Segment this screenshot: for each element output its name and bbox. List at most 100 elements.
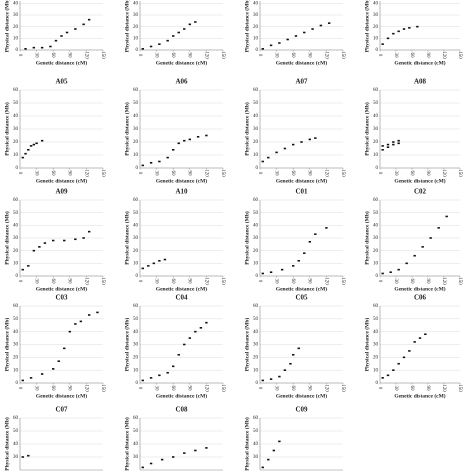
y-tick-label: 60 [13, 416, 19, 421]
x-tick-label: 150 [340, 51, 345, 59]
x-tick-label: 150 [457, 277, 462, 285]
point [188, 138, 191, 141]
y-tick-label: 10 [133, 368, 139, 373]
x-tick-label: 120 [203, 51, 208, 59]
x-tick-label: 90 [67, 386, 72, 392]
y-tick-label: 40 [253, 330, 259, 335]
point [386, 143, 390, 146]
y-tick-label: 0 [256, 48, 259, 53]
point [57, 360, 60, 362]
panel-title: C01 [295, 188, 308, 196]
x-tick-label: 90 [187, 171, 192, 177]
point [397, 139, 400, 142]
point [314, 233, 317, 235]
y-tick-label: 20 [253, 355, 259, 360]
point [194, 330, 197, 333]
x-tick-label: 30 [153, 171, 158, 177]
point [188, 337, 191, 339]
x-tick-label: 0 [137, 172, 142, 175]
x-tick-label: 60 [409, 279, 414, 285]
x-tick-label: 150 [100, 384, 105, 392]
x-tick-label: 0 [377, 280, 382, 283]
y-tick-label: 0 [16, 166, 19, 171]
x-tick-label: 150 [340, 384, 345, 392]
x-tick-label: 150 [220, 384, 225, 392]
point [87, 230, 91, 233]
point [275, 151, 278, 154]
y-tick-label: 30 [133, 127, 139, 132]
x-tick-label: 90 [307, 386, 312, 392]
y-tick-label: 0 [16, 381, 19, 386]
x-tick-label: 150 [100, 277, 105, 285]
panel-title: A09 [55, 188, 68, 196]
point [199, 327, 203, 329]
x-tick-label: 150 [100, 51, 105, 59]
x-tick-label: 0 [377, 54, 382, 57]
x-tick-label: 120 [441, 51, 446, 59]
x-axis-label: Genetic distance (cM) [276, 59, 327, 66]
y-tick-label: 40 [133, 1, 139, 6]
y-axis-label: Physical distance (Mb) [363, 211, 370, 265]
y-tick-label: 20 [373, 140, 379, 145]
x-tick-label: 30 [33, 53, 38, 59]
panel-title: C04 [175, 294, 188, 302]
y-tick-label: 30 [13, 13, 19, 18]
x-axis-label: Genetic distance (cM) [276, 177, 327, 184]
x-tick-label: 90 [307, 171, 312, 177]
point [63, 347, 66, 350]
y-tick-label: 30 [253, 127, 259, 132]
panel-title: A05 [55, 78, 68, 86]
point [166, 39, 169, 42]
x-tick-label: 90 [67, 279, 72, 285]
panel-title: C02 [414, 188, 427, 196]
x-tick-label: 0 [17, 387, 22, 390]
x-tick-label: 150 [340, 277, 345, 285]
x-tick-label: 30 [273, 53, 278, 59]
point [386, 146, 390, 148]
point [416, 25, 419, 28]
x-tick-label: 90 [67, 171, 72, 177]
point [24, 152, 27, 155]
y-axis-label: Physical distance (Mb) [3, 0, 10, 52]
y-tick-label: 20 [13, 25, 19, 30]
y-tick-label: 40 [133, 114, 139, 119]
x-tick-label: 0 [377, 172, 382, 175]
x-tick-label: 120 [203, 384, 208, 392]
point [278, 42, 281, 44]
y-tick-label: 20 [253, 249, 259, 254]
y-axis-label: Physical distance (Mb) [243, 211, 250, 265]
y-axis-label: Physical distance (Mb) [243, 318, 250, 372]
y-tick-label: 30 [13, 343, 19, 348]
x-tick-label: 30 [393, 386, 398, 392]
y-tick-label: 20 [13, 355, 19, 360]
panel-title: A07 [295, 78, 308, 86]
y-tick-label: 50 [253, 101, 259, 106]
point [269, 44, 273, 47]
x-tick-label: 60 [290, 279, 295, 285]
point [63, 239, 66, 242]
point [96, 311, 99, 314]
point [40, 373, 44, 375]
point [147, 265, 150, 267]
y-axis-label: Physical distance (Mb) [3, 318, 10, 372]
point [413, 341, 416, 343]
y-tick-label: 40 [133, 330, 139, 335]
x-tick-label: 60 [50, 53, 55, 59]
y-tick-label: 50 [13, 101, 19, 106]
panel-title: A10 [175, 188, 188, 196]
point [408, 350, 411, 352]
point [149, 162, 153, 164]
y-tick-label: 60 [253, 416, 259, 421]
point [27, 149, 30, 151]
point [82, 23, 85, 26]
y-axis-label: Physical distance (Mb) [363, 0, 370, 52]
y-tick-label: 40 [13, 1, 19, 6]
y-tick-label: 0 [136, 381, 139, 386]
point [308, 241, 311, 243]
x-axis-label: Genetic distance (cM) [156, 392, 207, 399]
point [32, 249, 36, 252]
y-tick-label: 60 [133, 416, 139, 421]
y-tick-label: 10 [253, 153, 259, 158]
